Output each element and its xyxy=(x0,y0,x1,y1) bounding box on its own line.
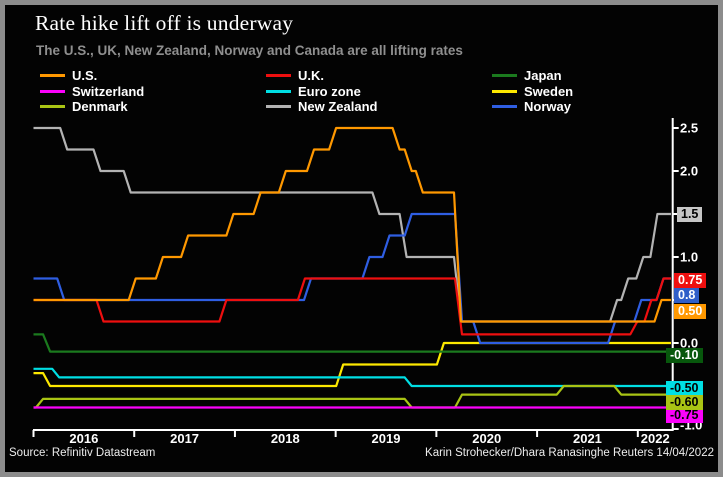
x-tick-label: 2019 xyxy=(372,431,401,446)
chart-legend: U.S. U.K. Japan Switzerland Euro zone Sweden D… xyxy=(40,68,718,115)
legend-item-switzerland: Switzerland xyxy=(40,84,266,100)
legend-label: Switzerland xyxy=(72,83,145,99)
x-tick-label: 2021 xyxy=(573,431,602,446)
line-denmark xyxy=(33,384,671,409)
legend-swatch-icon xyxy=(266,89,291,93)
source-note: Source: Refinitiv Datastream xyxy=(9,447,156,459)
legend-item-japan: Japan xyxy=(492,68,718,84)
legend-item-denmark: Denmark xyxy=(40,99,266,115)
legend-item-norway: Norway xyxy=(492,99,718,115)
line-new-zealand xyxy=(33,126,671,323)
end-value-badge-japan: -0.10 xyxy=(666,347,703,363)
legend-swatch-icon xyxy=(40,89,65,93)
legend-swatch-icon xyxy=(40,74,65,78)
end-value-badge-norway: 0.8 xyxy=(674,287,700,303)
y-tick-label: 2.0 xyxy=(680,164,698,179)
legend-swatch-icon xyxy=(492,74,517,78)
end-value-badge-denmark: -0.60 xyxy=(666,394,703,410)
end-value-badge-switzerland: -0.75 xyxy=(666,407,703,423)
chart-canvas: 2016 2017 2018 2019 2020 2021 2022 2.5 2.0 1.0 0.0… xyxy=(32,118,702,446)
y-tick-label: 1.0 xyxy=(680,250,698,265)
end-value-badge-u-k-: 0.75 xyxy=(674,272,707,288)
legend-item-u-k-: U.K. xyxy=(266,68,492,84)
line-japan xyxy=(33,333,671,353)
x-tick-label: 2017 xyxy=(170,431,199,446)
legend-item-sweden: Sweden xyxy=(492,84,718,100)
legend-item-euro-zone: Euro zone xyxy=(266,84,492,100)
line-sweden xyxy=(33,341,671,388)
legend-label: Japan xyxy=(524,68,562,84)
legend-label: Norway xyxy=(524,99,571,115)
end-value-badge-euro-zone: -0.50 xyxy=(666,380,703,396)
legend-label: U.S. xyxy=(72,68,98,84)
legend-label: Euro zone xyxy=(298,83,361,99)
credit-note: Karin Strohecker/Dhara Ranasinghe Reuter… xyxy=(425,447,714,459)
legend-label: Sweden xyxy=(524,83,574,99)
x-tick-label: 2018 xyxy=(271,431,300,446)
legend-item-new-zealand: New Zealand xyxy=(266,99,492,115)
end-value-badge-new-zealand: 1.5 xyxy=(677,206,703,222)
line-euro-zone xyxy=(33,367,671,388)
legend-swatch-icon xyxy=(266,74,291,78)
y-tick-label: 2.5 xyxy=(680,121,698,136)
x-tick-label: 2016 xyxy=(69,431,98,446)
y-tick-label: 0.0 xyxy=(680,336,698,351)
line-norway xyxy=(33,212,671,345)
legend-item-u-s-: U.S. xyxy=(40,68,266,84)
chart-subtitle: The U.S., UK, New Zealand, Norway and Ca… xyxy=(36,43,463,58)
legend-swatch-icon xyxy=(266,105,291,109)
end-value-badge-u-s-: 0.50 xyxy=(674,303,707,319)
x-tick-label: 2022 xyxy=(641,431,670,446)
page-title: Rate hike lift off is underway xyxy=(35,11,294,35)
legend-label: U.K. xyxy=(298,68,324,84)
x-tick-label: 2020 xyxy=(472,431,501,446)
legend-swatch-icon xyxy=(40,105,65,109)
legend-label: Denmark xyxy=(72,99,128,115)
line-u-k- xyxy=(33,277,671,336)
line-u-s- xyxy=(33,126,671,323)
legend-swatch-icon xyxy=(492,105,517,109)
legend-label: New Zealand xyxy=(298,99,378,115)
legend-swatch-icon xyxy=(492,89,517,93)
